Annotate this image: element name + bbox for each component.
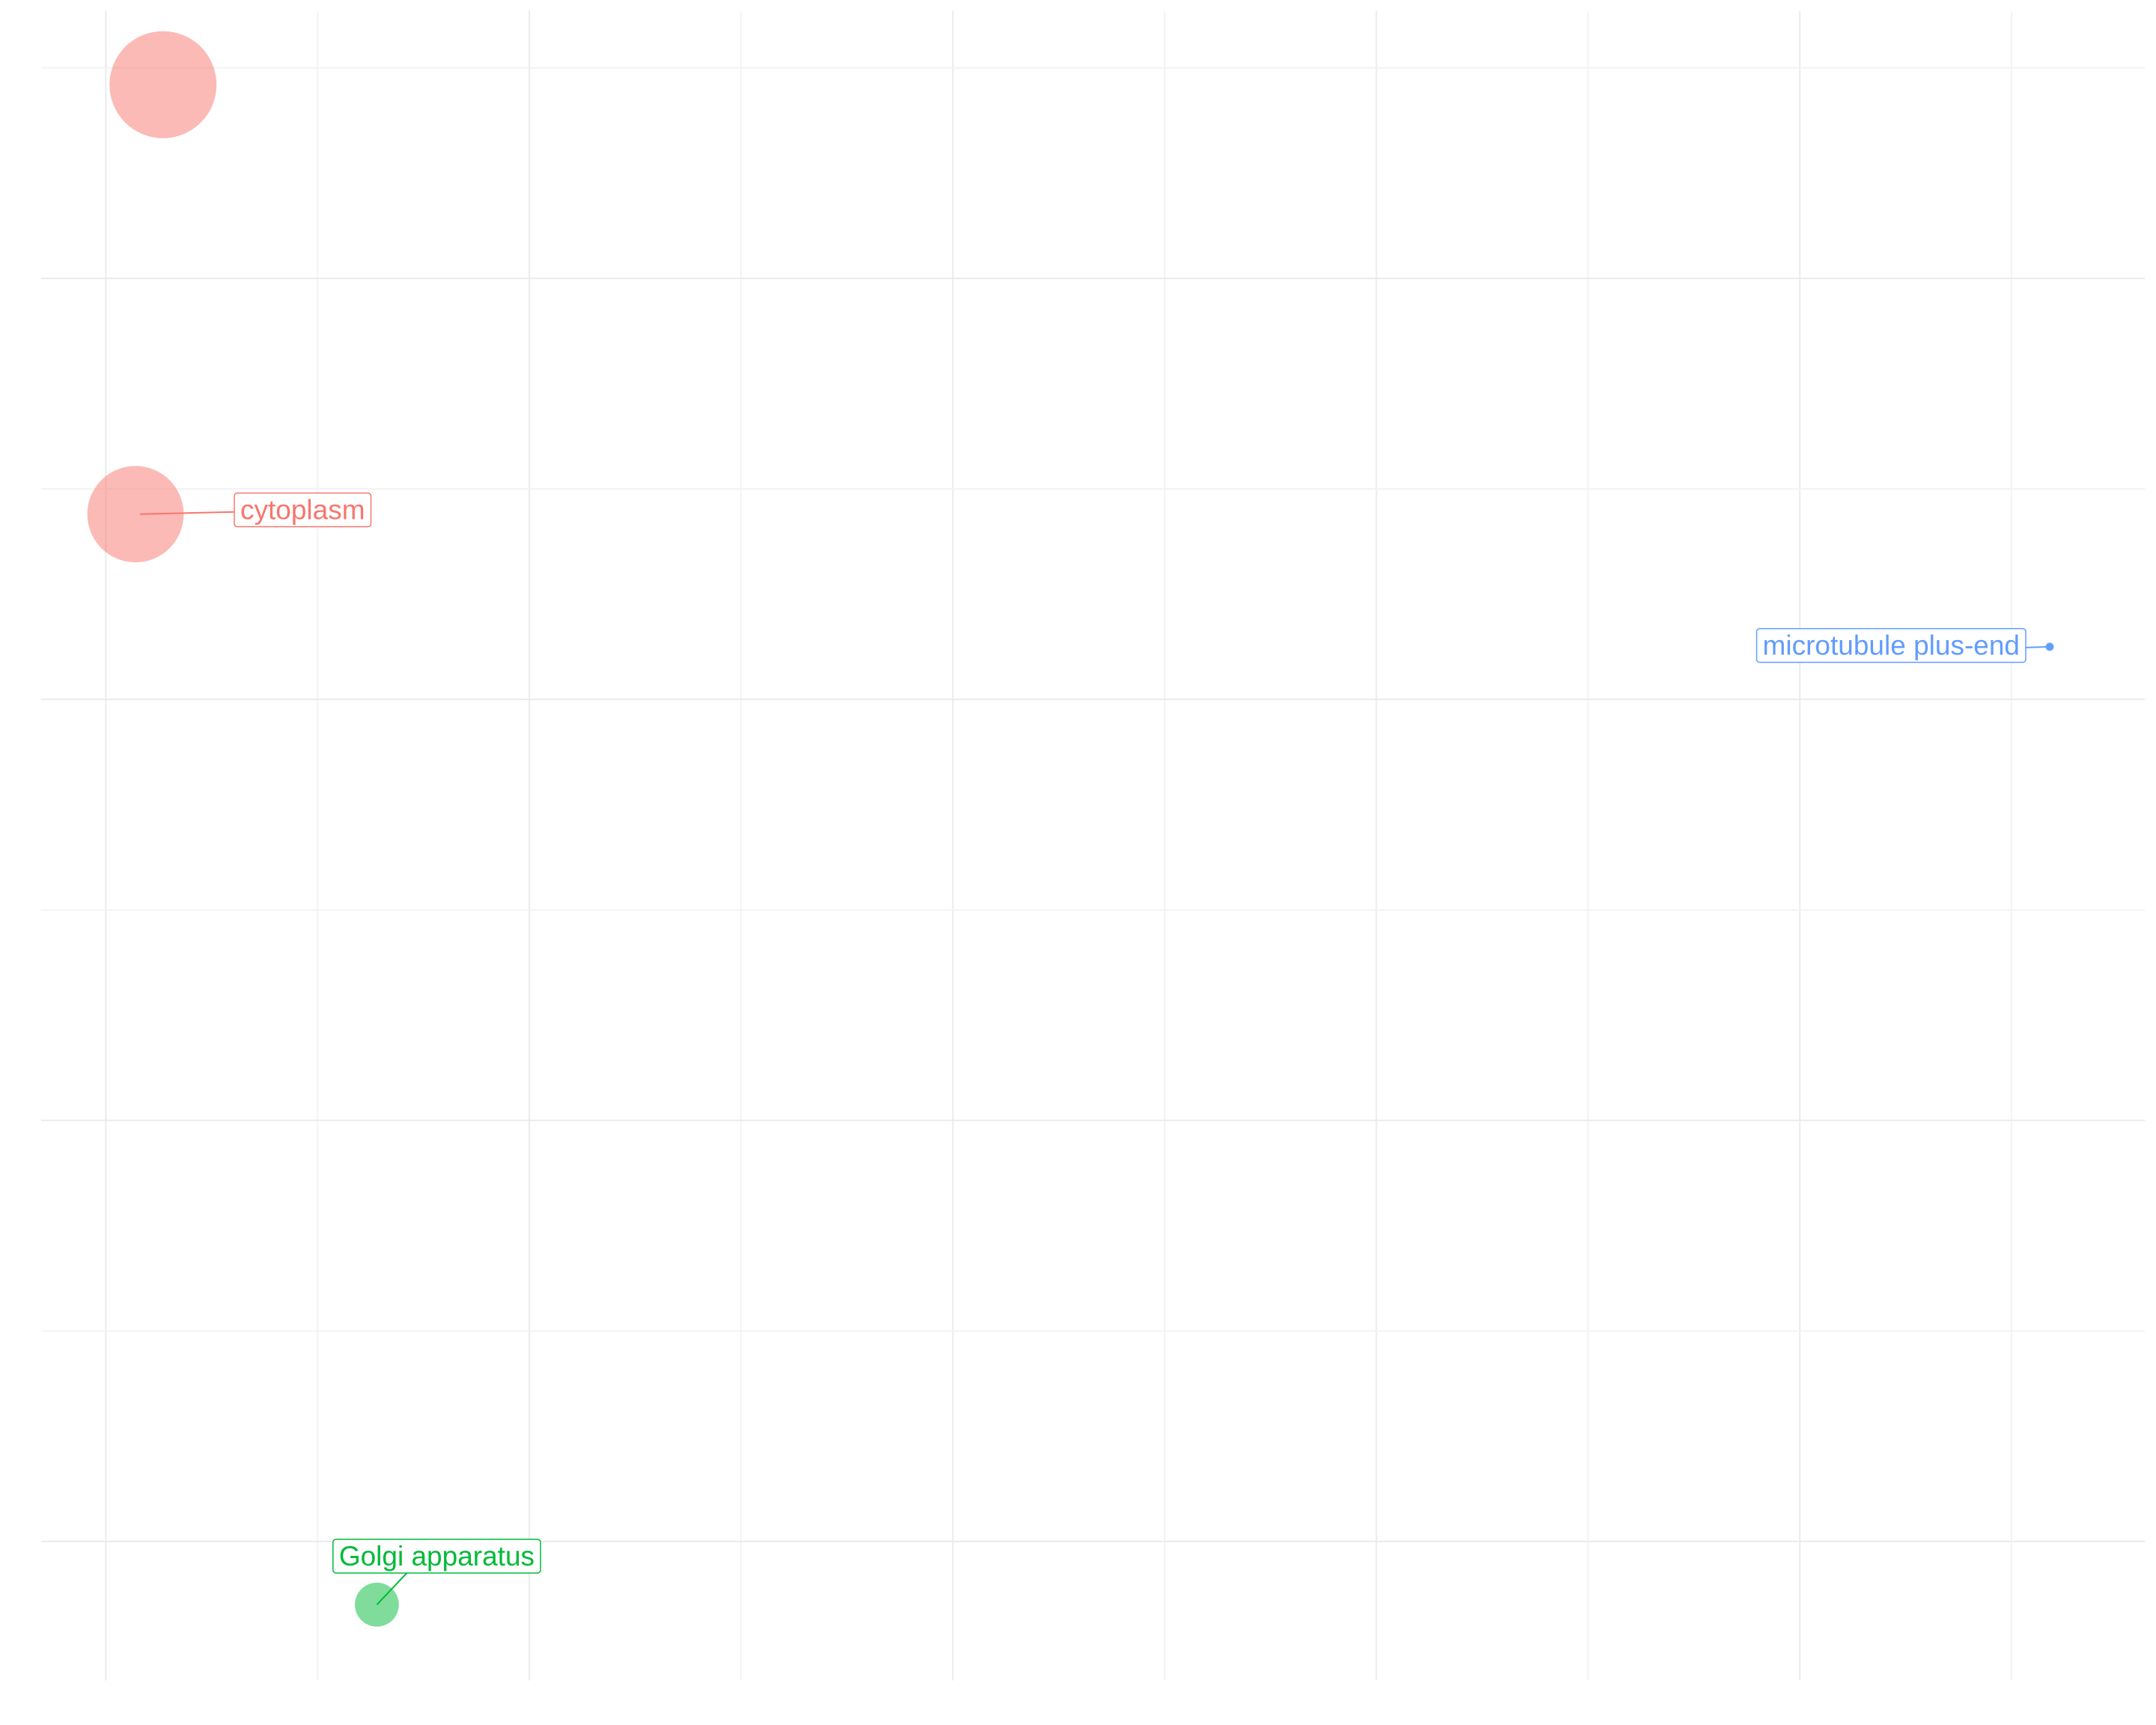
point-label-text: Golgi apparatus [339, 1541, 535, 1572]
label-box [332, 1539, 541, 1574]
point-label: Golgi apparatus [332, 1539, 541, 1574]
leader-dot [2046, 642, 2054, 651]
point-label-text: microtubule plus-end [1763, 630, 2020, 661]
leader-line [2025, 645, 2050, 648]
leader-line [376, 1572, 408, 1605]
leader-line [139, 511, 234, 515]
bubble [109, 31, 217, 139]
label-box [1755, 627, 2026, 663]
label-box [234, 492, 372, 528]
bubble [87, 466, 184, 563]
point-label: microtubule plus-end [1755, 627, 2026, 663]
point-label-text: cytoplasm [240, 495, 365, 526]
point-label: cytoplasm [234, 492, 372, 528]
